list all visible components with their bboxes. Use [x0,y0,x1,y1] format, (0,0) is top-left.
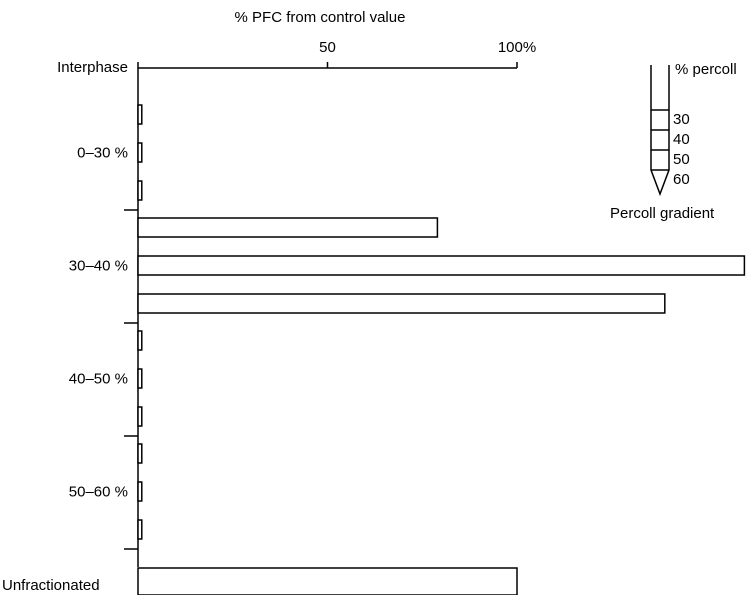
bar [138,568,517,595]
y-tick-label: 30–40 % [69,257,128,274]
inset-level: 30 [673,111,690,128]
bar [138,143,142,162]
bar [138,181,142,200]
bar [138,105,142,124]
bar [138,520,142,539]
x-tick-label: 100% [498,39,536,56]
inset-level: 40 [673,131,690,148]
bar [138,369,142,388]
bar [138,218,437,237]
bar [138,407,142,426]
y-tick-label: Interphase [57,59,128,76]
bar [138,256,744,275]
y-tick-label: 40–50 % [69,370,128,387]
y-tick-label: 0–30 % [77,144,128,161]
y-tick-label: 50–60 % [69,483,128,500]
bar [138,294,665,313]
inset-level: 60 [673,171,690,188]
inset-tube [651,65,669,194]
inset-level: 50 [673,151,690,168]
y-tick-label: Unfractionated [2,577,100,594]
bar [138,444,142,463]
inset-caption: Percoll gradient [610,205,715,222]
inset-title: % percoll [675,61,737,78]
x-axis-label: % PFC from control value [235,9,406,26]
tube-outline [651,65,669,194]
bar [138,331,142,350]
bar [138,482,142,501]
x-tick-label: 50 [319,39,336,56]
chart: % PFC from control value % percoll Perco… [0,0,754,595]
